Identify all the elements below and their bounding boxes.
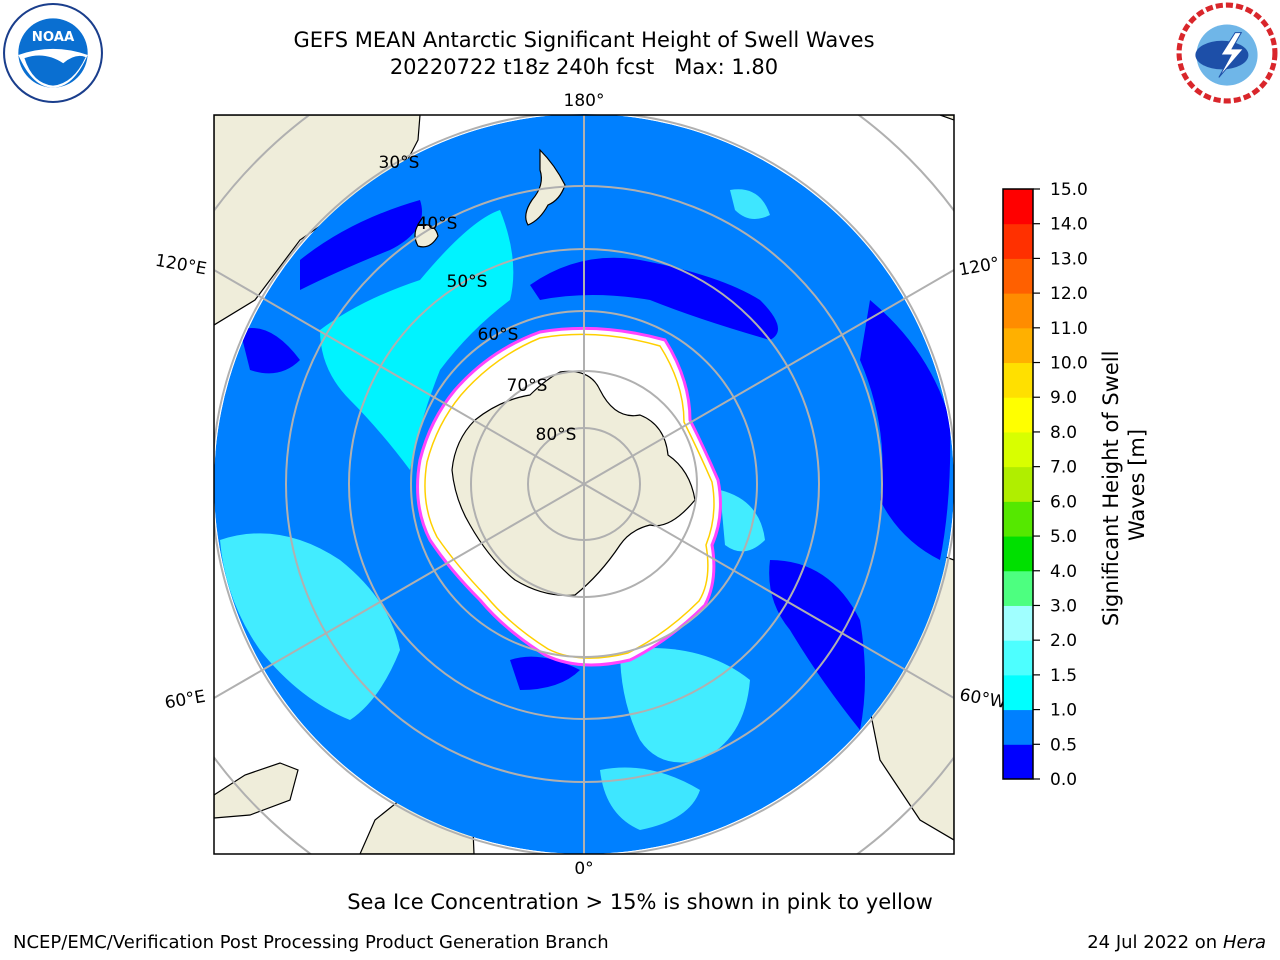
colorbar-tick-label: 1.0 [1050, 701, 1077, 721]
colorbar-tick-label: 8.0 [1050, 423, 1077, 443]
colorbar-segment [1003, 189, 1033, 225]
colorbar-segment [1003, 536, 1033, 572]
colorbar-tick-label: 9.0 [1050, 388, 1077, 408]
meridian-label-top: 180° [564, 91, 605, 111]
meridian-label-left-upper: 120°E [154, 251, 208, 280]
colorbar-tick-label: 15.0 [1050, 180, 1088, 200]
meridian-label-right-lower: 60°W [958, 685, 1008, 713]
swell-mid-northwest [320, 210, 514, 470]
colorbar-label-line2: Waves [m] [1125, 429, 1149, 541]
swell-low-south [510, 656, 580, 690]
colorbar-tick-label: 10.0 [1050, 354, 1088, 374]
map-border [213, 114, 955, 855]
map-subtitle: 20220722 t18z 240h fcst Max: 1.80 [389, 55, 779, 79]
swell-low-nw [300, 200, 422, 290]
colorbar-segment [1003, 223, 1033, 259]
colorbar-segment [1003, 605, 1033, 641]
parallel-label-80s: 80°S [536, 425, 577, 445]
colorbar-ticks: 0.0 0.5 1.0 1.5 2.0 3.0 4.0 5.0 6.0 7.0 8.0 9.0 10.0… [1033, 180, 1088, 790]
parallel-label-60s: 60°S [478, 325, 519, 345]
colorbar-tick-label: 0.5 [1050, 735, 1077, 755]
ice-edge-yellow [424, 333, 715, 659]
land-antarctica [451, 370, 696, 597]
parallel-label-70s: 70°S [507, 376, 548, 396]
footer-producer: NCEP/EMC/Verification Post Processing Pr… [13, 932, 609, 953]
colorbar-tick-label: 13.0 [1050, 249, 1088, 269]
colorbar-segment [1003, 744, 1033, 780]
swell-mid-ne [730, 189, 770, 219]
parallel-label-50s: 50°S [447, 272, 488, 292]
colorbar-tick-label: 1.5 [1050, 666, 1077, 686]
colorbar-tick-label: 3.0 [1050, 596, 1077, 616]
nws-logo-icon [1176, 2, 1278, 104]
colorbar-label: Significant Height of Swell Waves [m] [1099, 344, 1149, 626]
sea-ice-note: Sea Ice Concentration > 15% is shown in … [347, 890, 933, 914]
land-madagascar [214, 762, 299, 819]
colorbar-segment [1003, 362, 1033, 398]
meridian-label-bottom: 0° [574, 859, 593, 879]
meridian-label-left-lower: 60°E [163, 687, 207, 714]
footer-host: Hera [1222, 932, 1266, 953]
noaa-logo-icon: NOAA [3, 3, 103, 103]
svg-text:NOAA: NOAA [32, 30, 75, 45]
colorbar-segment [1003, 293, 1033, 329]
footer-date: 24 Jul 2022 on Hera [1087, 932, 1266, 953]
colorbar-label-line1: Significant Height of Swell [1099, 351, 1123, 627]
colorbar-segment [1003, 674, 1033, 711]
colorbar-tick-label: 5.0 [1050, 527, 1077, 547]
colorbar-segment [1003, 431, 1033, 468]
colorbar [1002, 188, 1034, 780]
land-new-zealand [525, 148, 566, 226]
colorbar-tick-label: 11.0 [1050, 319, 1088, 339]
colorbar-tick-label: 12.0 [1050, 284, 1088, 304]
colorbar-tick-label: 14.0 [1050, 215, 1088, 235]
colorbar-segment [1003, 501, 1033, 537]
land-south-america-tip [939, 115, 954, 121]
swell-mid-southmid [600, 767, 700, 830]
swell-low-sa [769, 560, 865, 730]
colorbar-segment [1003, 570, 1033, 606]
graticule [214, 115, 954, 854]
colorbar-tick-label: 0.0 [1050, 770, 1077, 790]
colorbar-border [1002, 188, 1034, 780]
swell-low-north [530, 257, 778, 340]
parallel-label-30s: 30°S [379, 153, 420, 173]
colorbar-segment [1003, 397, 1033, 433]
meridian-label-right-upper: 120° [957, 254, 1001, 281]
colorbar-tick-label: 7.0 [1050, 458, 1077, 478]
swell-mid-east [720, 490, 765, 552]
colorbar-segment [1003, 466, 1033, 502]
map-title: GEFS MEAN Antarctic Significant Height o… [293, 28, 875, 52]
colorbar-segment [1003, 709, 1033, 745]
colorbar-segment [1003, 327, 1033, 364]
colorbar-segment [1003, 640, 1033, 676]
swell-low-west [240, 328, 300, 374]
land-tasmania [414, 223, 439, 248]
parallel-label-40s: 40°S [417, 214, 458, 234]
colorbar-tick-label: 2.0 [1050, 631, 1077, 651]
colorbar-tick-label: 6.0 [1050, 492, 1077, 512]
colorbar-tick-label: 4.0 [1050, 562, 1077, 582]
footer-date-text: 24 Jul 2022 on [1087, 932, 1223, 953]
colorbar-segment [1003, 258, 1033, 294]
